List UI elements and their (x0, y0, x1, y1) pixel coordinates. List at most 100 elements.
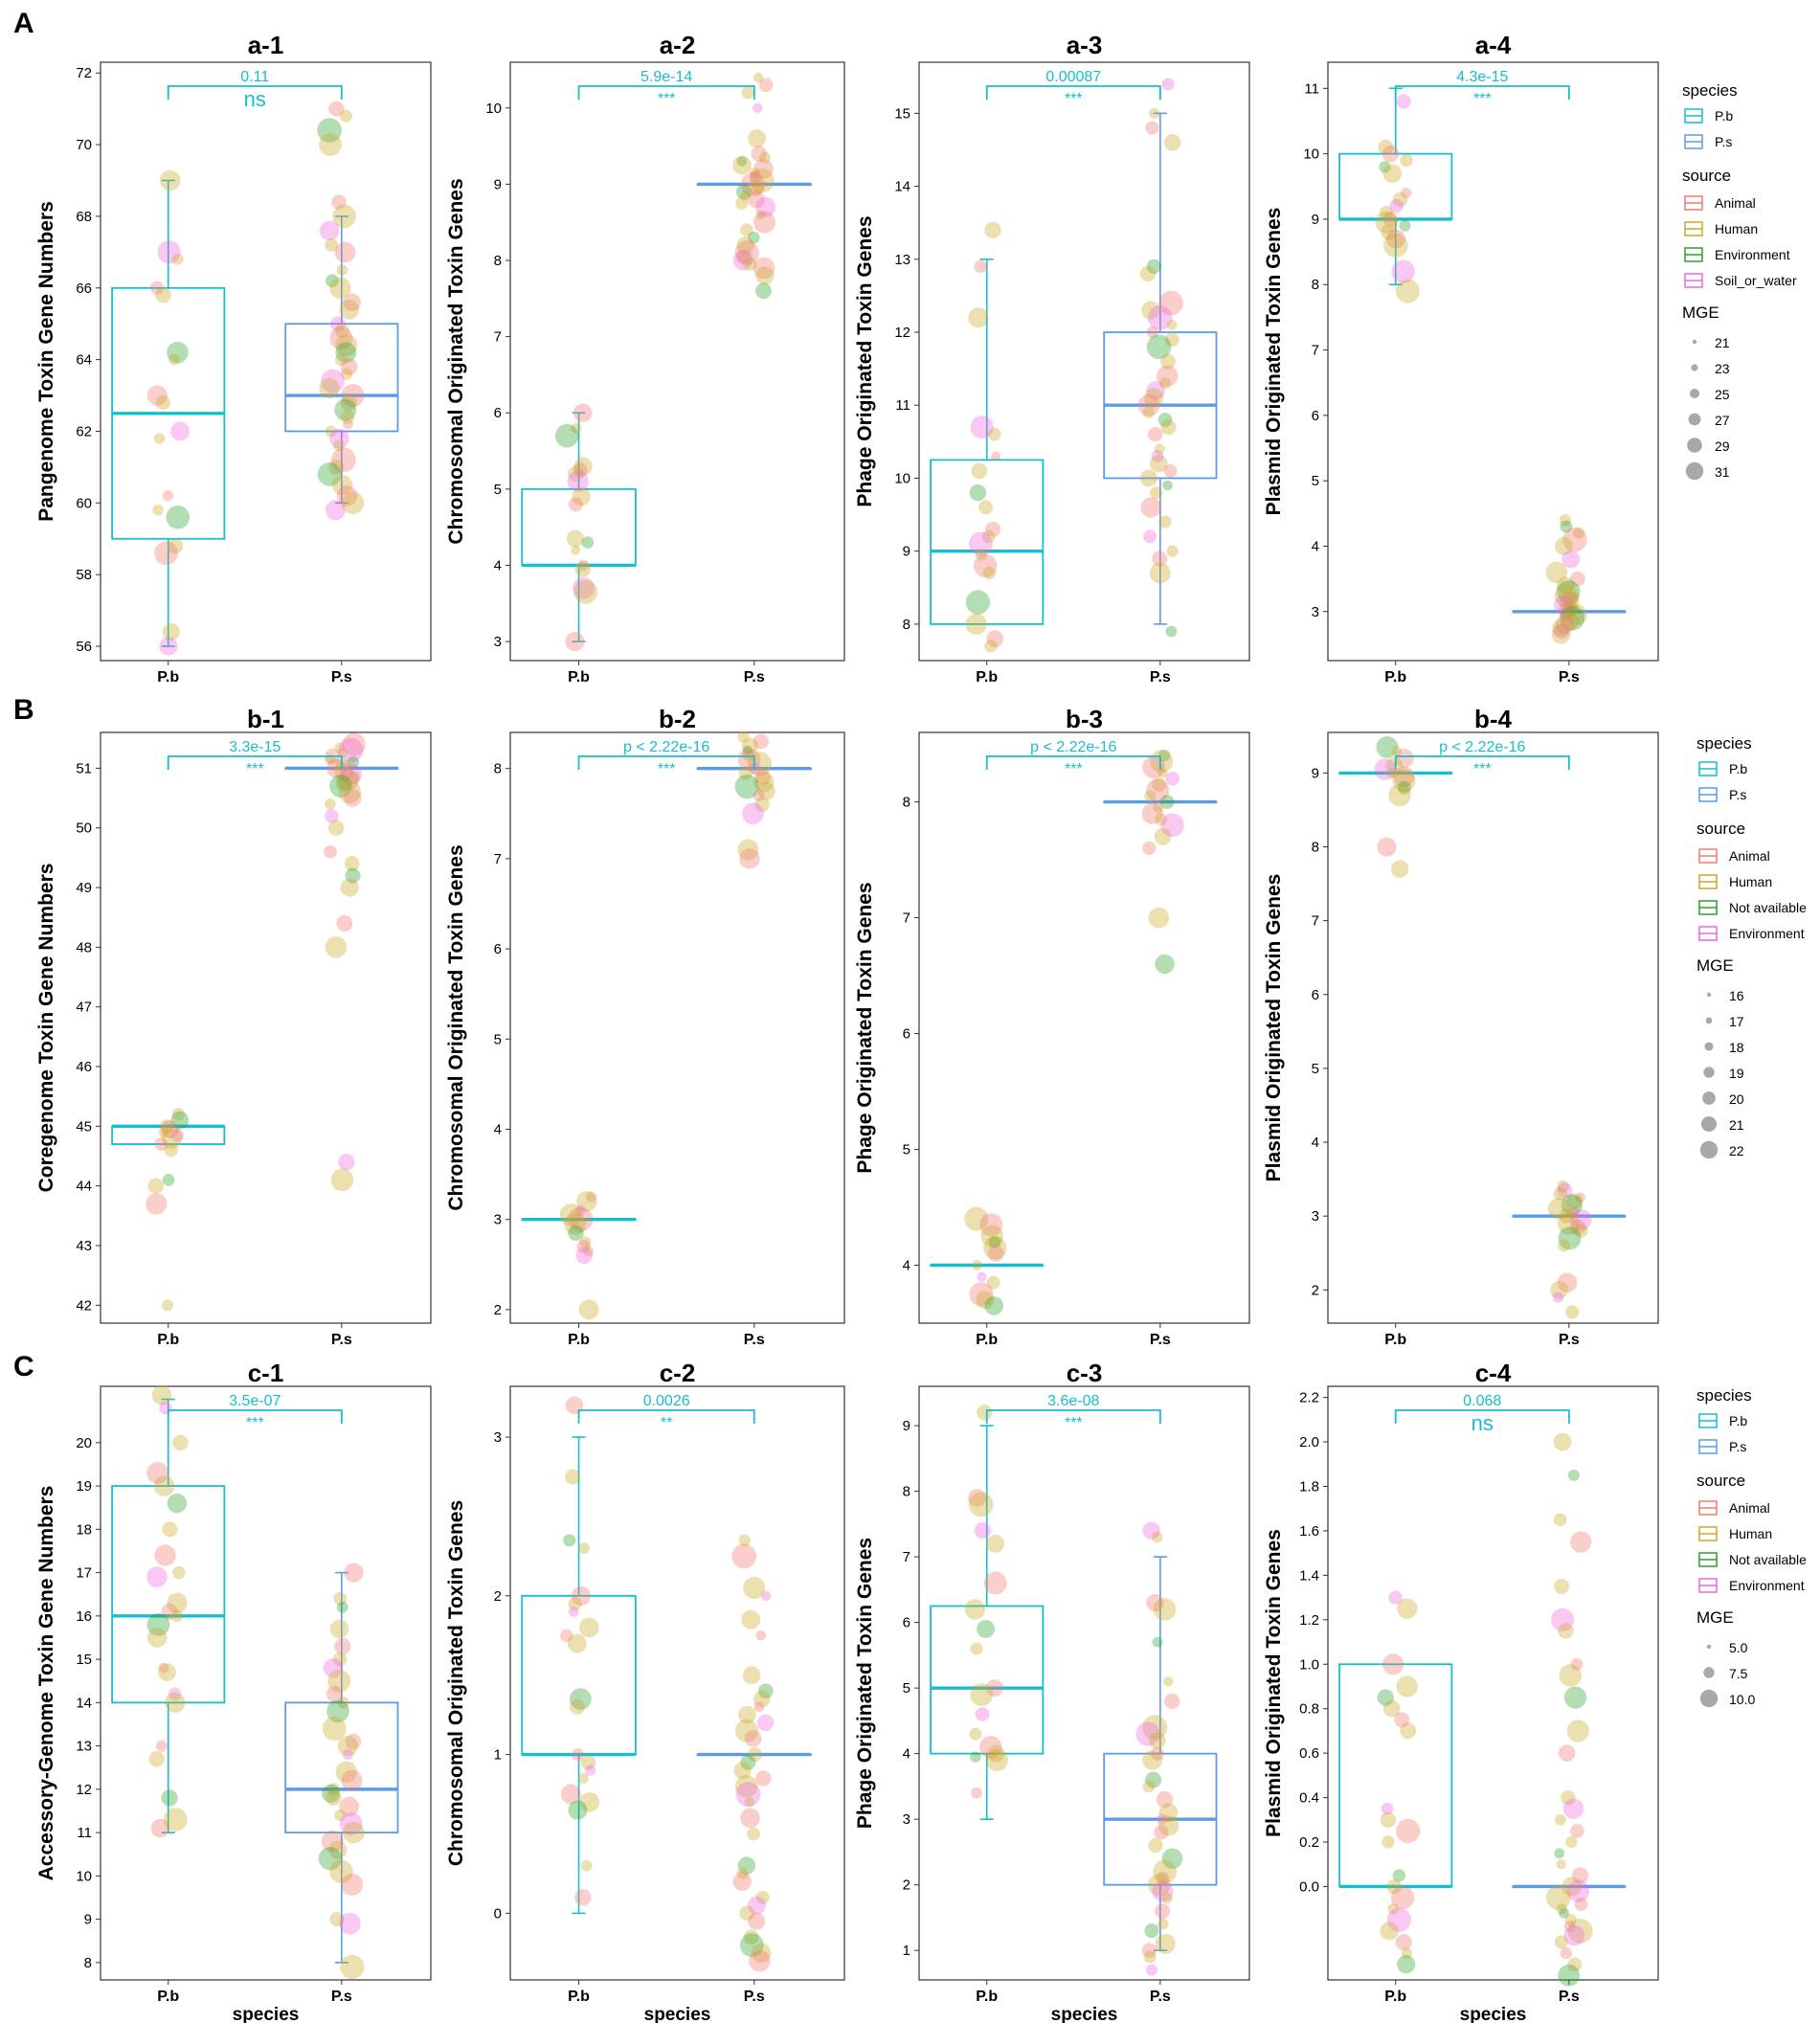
data-point (575, 1247, 593, 1265)
box-pb (111, 1398, 226, 1833)
p-value-label: 3.6e-08 (1047, 1393, 1099, 1409)
data-point (1382, 145, 1400, 163)
data-point (334, 398, 357, 421)
panel-title: a-1 (248, 31, 284, 59)
legend-source-title: source (1696, 820, 1745, 838)
data-point (331, 194, 347, 210)
y-tick-label: 60 (76, 495, 92, 511)
data-point (1380, 1811, 1397, 1829)
data-point (1550, 1280, 1569, 1299)
data-point (323, 1657, 344, 1678)
data-point (753, 257, 775, 280)
x-tick-label: P.s (1150, 669, 1171, 686)
data-point (554, 423, 579, 448)
box-ps (696, 1752, 813, 1757)
y-tick-label: 50 (76, 820, 92, 837)
box-ps (284, 215, 399, 505)
data-point (1166, 545, 1179, 557)
data-point (740, 1808, 760, 1829)
data-point (571, 545, 581, 555)
x-tick-label: P.b (1384, 669, 1406, 686)
legend-mge-item: 25 (1715, 387, 1730, 402)
x-tick-label: P.b (1384, 1332, 1406, 1348)
legend-mge-item: 23 (1715, 361, 1730, 376)
panel-a-3: a-3 8 9 10 11 12 13 14 15 Phage Originated Toxin … (854, 31, 1250, 686)
data-point (334, 742, 346, 753)
plot-frame (100, 61, 432, 662)
data-point (755, 1770, 772, 1787)
data-point (1561, 1194, 1583, 1216)
legend-mge-key (1691, 364, 1698, 371)
data-point (159, 169, 181, 191)
data-point (329, 277, 351, 299)
y-tick-label: 10 (76, 1868, 92, 1884)
legend-species-item: P.s (1729, 787, 1746, 802)
y-axis-label: Phage Originated Toxin Genes (854, 215, 876, 506)
data-point (155, 286, 171, 303)
data-point (1142, 1750, 1162, 1770)
panel-title: a-2 (660, 31, 696, 59)
data-point (740, 1754, 756, 1770)
data-point (152, 505, 164, 516)
data-point (335, 775, 352, 792)
data-point (1553, 1432, 1572, 1451)
data-point (738, 1705, 756, 1724)
y-tick-label: 42 (76, 1297, 92, 1314)
y-tick-label: 15 (894, 105, 910, 122)
data-point (171, 1108, 185, 1121)
y-tick-label: 14 (76, 1695, 92, 1711)
plot-frame (918, 61, 1250, 662)
data-point (1563, 1686, 1587, 1709)
y-tick-label: 9 (494, 176, 502, 192)
box-pb (111, 1124, 226, 1145)
legend-mge-item: 19 (1729, 1066, 1744, 1081)
data-point (732, 250, 753, 271)
data-point (170, 421, 190, 441)
data-point (331, 447, 356, 473)
data-point (170, 1609, 184, 1623)
data-point (753, 72, 764, 83)
data-point (336, 1601, 348, 1613)
data-point (743, 257, 757, 272)
data-point (1559, 591, 1580, 613)
data-point (1385, 756, 1404, 775)
data-point (1393, 766, 1415, 788)
box-ps (1512, 610, 1627, 614)
data-point (1391, 259, 1415, 283)
data-point (341, 384, 365, 408)
data-point (969, 1282, 994, 1307)
data-point (568, 1206, 594, 1232)
data-point (148, 1750, 165, 1767)
y-tick-label: 56 (76, 639, 92, 655)
legend-mge-item: 18 (1729, 1040, 1744, 1055)
y-tick-label: 4 (903, 1258, 910, 1274)
legend-mge-key (1703, 1067, 1715, 1078)
x-tick-label: P.s (744, 1332, 765, 1348)
data-point (564, 1212, 587, 1236)
legend-species-title: species (1696, 1386, 1752, 1405)
data-point (1396, 1675, 1418, 1697)
data-point (747, 1827, 761, 1841)
box-ps (284, 1571, 399, 1964)
data-point (169, 1687, 182, 1701)
data-point (741, 1609, 761, 1630)
data-point (577, 1542, 590, 1555)
y-tick-label: 6 (1312, 987, 1319, 1003)
data-point (576, 1239, 591, 1254)
data-point (970, 1683, 994, 1706)
data-point (171, 253, 184, 265)
y-tick-label: 49 (76, 880, 92, 896)
row-label-a: A (13, 8, 34, 39)
x-axis-label: species (1051, 2005, 1118, 2023)
data-point (1395, 279, 1420, 303)
x-tick-label: P.s (744, 1989, 765, 2005)
data-point (329, 775, 352, 798)
panel-c-4: c-4 0.0 0.2 0.4 0.6 0.8 1.0 1.2 1.4 1.6 1.8 2.0 2.2 P… (1263, 1359, 1659, 2023)
legend-mge-item: 21 (1715, 335, 1730, 350)
data-point (164, 1143, 178, 1158)
data-point (1551, 1607, 1575, 1631)
data-point (345, 1733, 362, 1750)
significance-label: *** (1065, 761, 1083, 777)
data-point (1155, 813, 1168, 826)
